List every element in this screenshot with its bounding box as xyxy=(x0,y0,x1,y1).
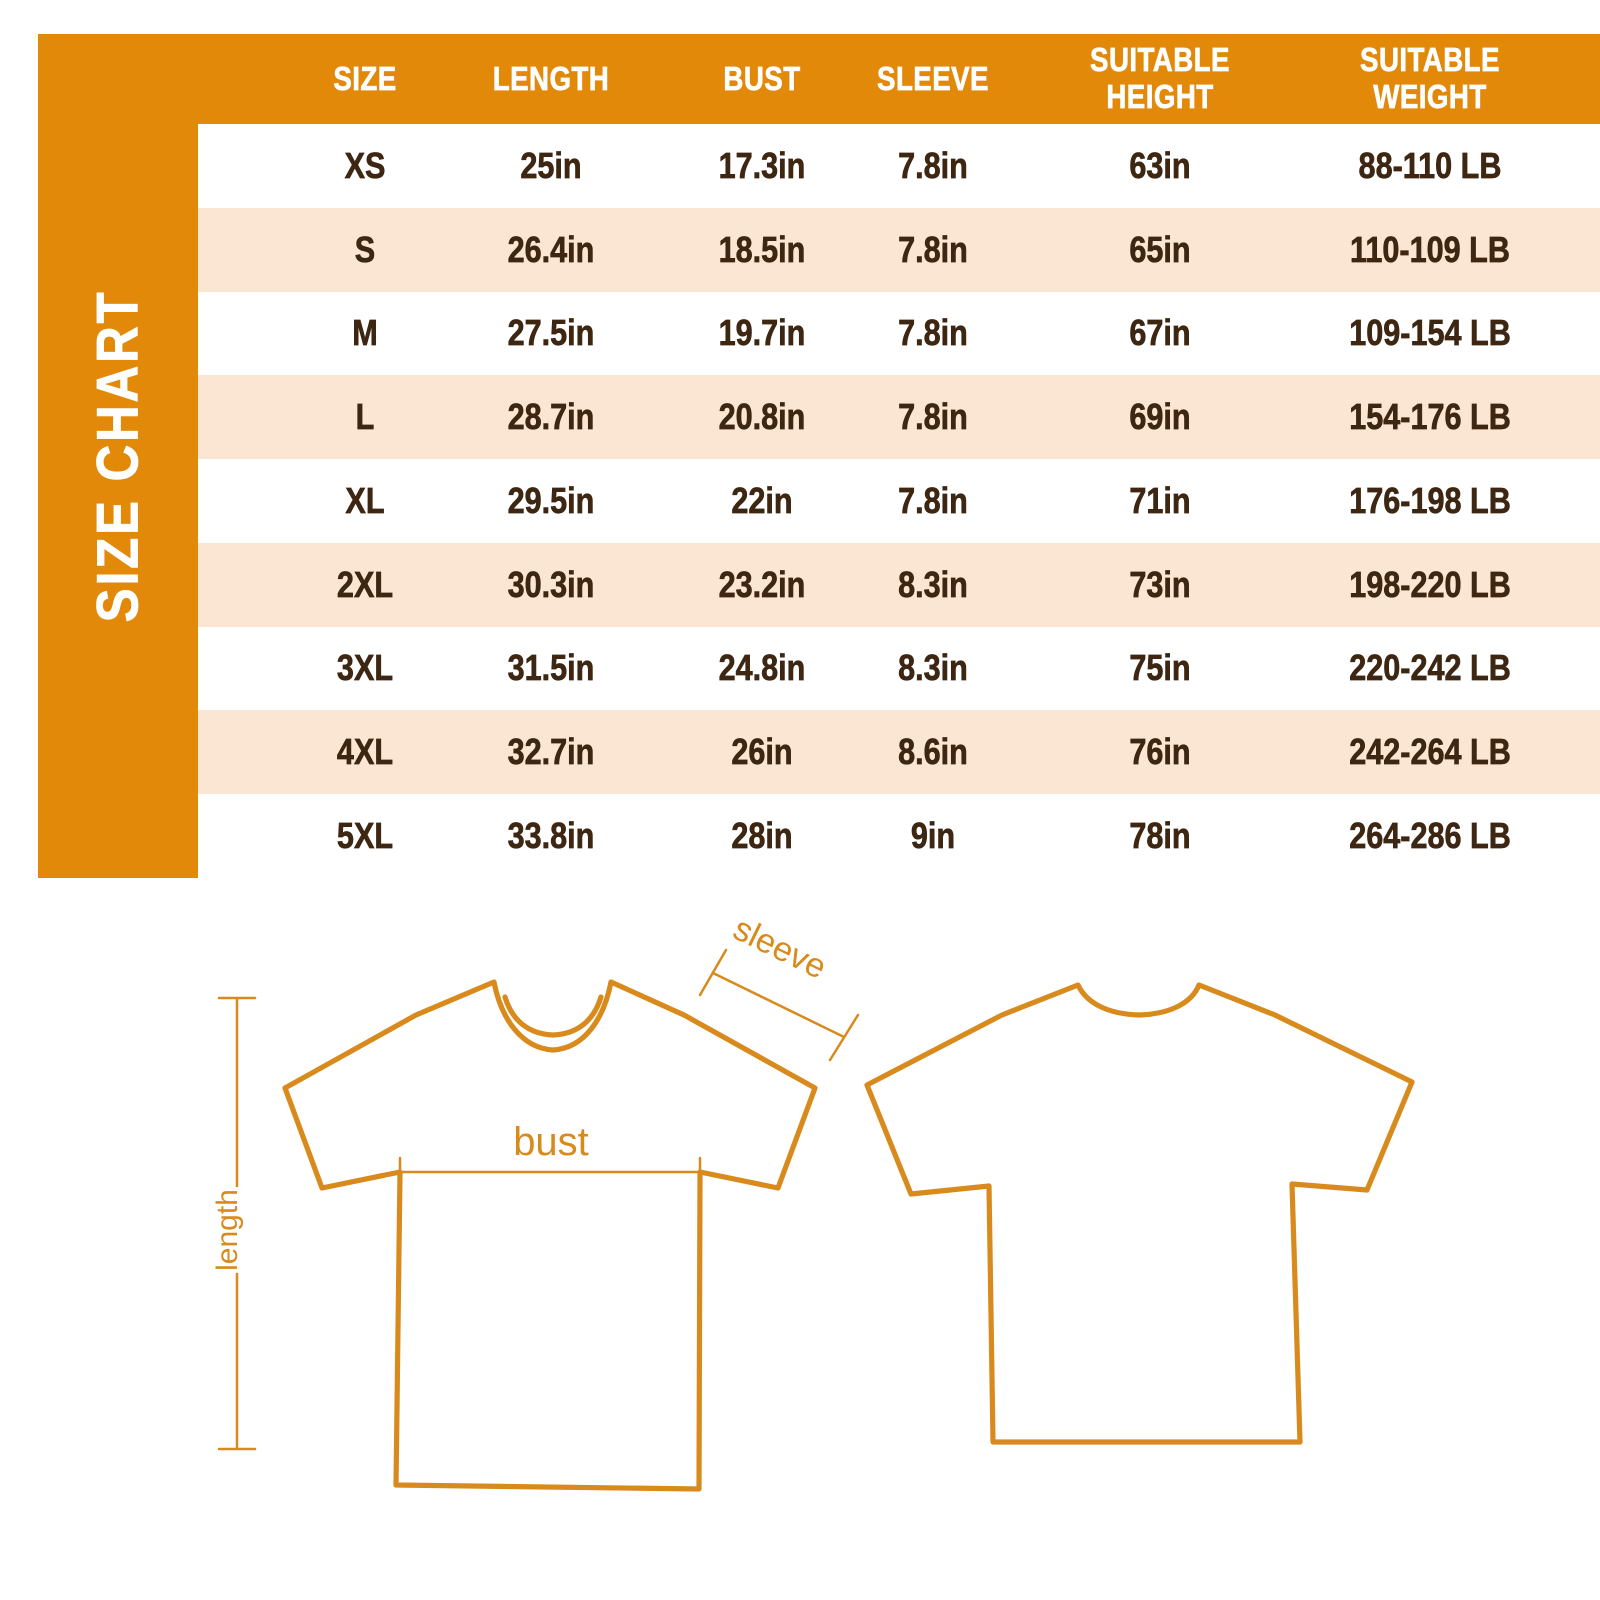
svg-text:sleeve: sleeve xyxy=(727,909,832,986)
svg-text:length: length xyxy=(211,1189,244,1271)
svg-text:bust: bust xyxy=(513,1120,589,1164)
